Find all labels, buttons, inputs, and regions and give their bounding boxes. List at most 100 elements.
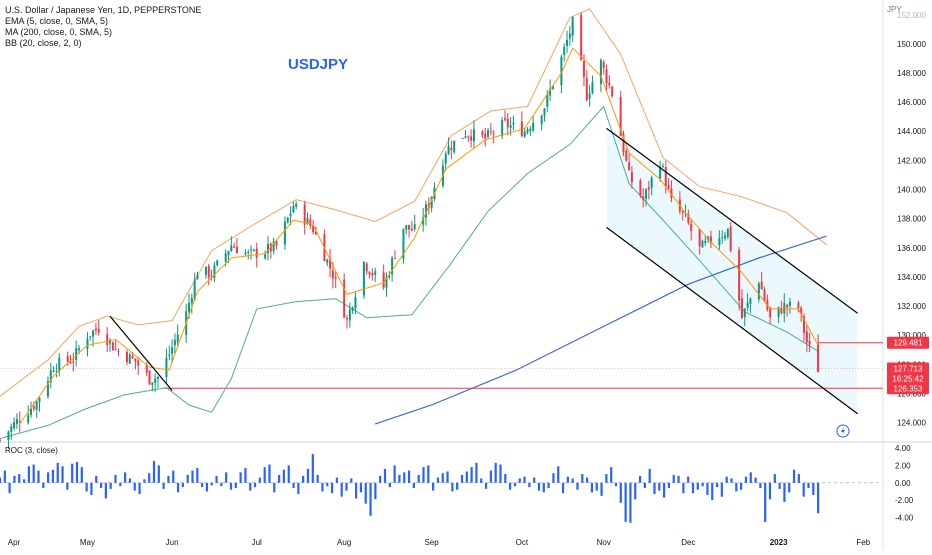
candle-body: [481, 131, 484, 136]
roc-bar: [239, 472, 242, 483]
candle-body: [602, 61, 605, 69]
roc-bar: [682, 482, 685, 494]
candle-body: [46, 381, 49, 397]
candle-body: [729, 226, 732, 251]
candle-body: [374, 271, 377, 275]
candle-body: [385, 277, 388, 288]
candle-body: [647, 187, 650, 190]
candle-body: [568, 33, 571, 39]
roc-bar: [253, 482, 257, 488]
roc-bar: [634, 482, 637, 500]
candle-body: [704, 241, 707, 243]
roc-bar: [133, 482, 136, 491]
candle-body: [763, 289, 766, 301]
candle-body: [721, 237, 724, 239]
roc-bar: [720, 482, 723, 497]
roc-bar: [364, 482, 367, 504]
candle-body: [777, 306, 780, 317]
roc-bar: [128, 478, 132, 483]
candle-body: [362, 261, 365, 296]
roc-bar: [518, 478, 521, 483]
roc-bar: [427, 465, 430, 483]
roc-bar: [542, 482, 545, 493]
roc-bar: [355, 482, 358, 499]
channel-upper-line: [606, 127, 858, 314]
candle-body: [289, 213, 292, 216]
candle-body: [111, 342, 114, 351]
y-axis-unit: JPY: [887, 5, 902, 14]
roc-bar: [42, 482, 45, 488]
candle-body: [718, 238, 721, 246]
roc-bar: [533, 477, 536, 483]
roc-bar: [696, 482, 699, 490]
candle-body: [746, 302, 749, 308]
candle-body: [453, 140, 456, 153]
candle-body: [639, 180, 642, 196]
roc-bar: [157, 465, 160, 483]
roc-bar: [749, 472, 752, 483]
roc-bar: [104, 482, 107, 499]
candle-body: [58, 357, 61, 372]
candle-body: [501, 120, 504, 136]
candle-body: [168, 354, 171, 356]
candle-body: [566, 39, 569, 46]
candle-body: [38, 398, 41, 403]
candle-body: [582, 61, 585, 77]
roc-bar: [56, 462, 59, 483]
candle-body: [303, 204, 306, 225]
roc-bar: [552, 473, 555, 483]
roc-bar: [306, 468, 310, 483]
candle-body: [210, 275, 213, 277]
candle-body: [69, 362, 72, 364]
roc-bar: [740, 482, 743, 490]
roc-bar: [456, 482, 459, 490]
roc-bar: [85, 482, 88, 492]
roc-bar: [27, 466, 30, 483]
roc-bar: [465, 471, 468, 483]
candle-body: [15, 419, 18, 424]
roc-bar: [138, 482, 141, 495]
candle-body: [89, 336, 92, 338]
candle-body: [628, 162, 631, 171]
roc-bar: [258, 477, 261, 483]
candle-body: [125, 352, 128, 363]
roc-bar: [186, 474, 189, 483]
candle-body: [645, 189, 648, 199]
candle-body: [114, 348, 117, 350]
candle-body: [86, 338, 89, 349]
roc-bar: [494, 462, 497, 483]
roc-bar: [398, 474, 401, 483]
price-label-last-bg: [887, 362, 929, 375]
roc-bar: [152, 461, 156, 483]
roc-tick-label: -2.00: [895, 496, 914, 505]
candle-body: [650, 177, 653, 188]
candle-body: [75, 348, 78, 360]
roc-bar: [383, 468, 387, 483]
roc-bar: [225, 472, 228, 483]
chart-title: U.S. Dollar / Japanese Yen, 1D, PEPPERST…: [5, 5, 202, 15]
candle-body: [49, 370, 52, 382]
candle-body: [523, 131, 526, 137]
roc-bar: [263, 467, 266, 483]
candle-body: [698, 229, 701, 247]
candle-body: [422, 217, 425, 225]
roc-bar: [711, 482, 714, 501]
roc-bar: [321, 482, 324, 492]
candle-body: [470, 136, 473, 141]
candle-body: [808, 341, 811, 345]
candle-body: [165, 357, 168, 378]
candle-body: [410, 228, 413, 231]
candle-body: [805, 331, 808, 343]
candle-body: [709, 236, 712, 244]
candle-body: [430, 197, 433, 208]
roc-bar: [220, 482, 223, 487]
candle-body: [605, 69, 608, 84]
channel-fill: [606, 128, 858, 414]
roc-bar: [282, 469, 286, 483]
candle-body: [314, 231, 317, 235]
roc-bar: [557, 466, 560, 483]
roc-bar: [614, 482, 618, 487]
candle-body: [611, 86, 614, 97]
candle-body: [661, 166, 664, 168]
